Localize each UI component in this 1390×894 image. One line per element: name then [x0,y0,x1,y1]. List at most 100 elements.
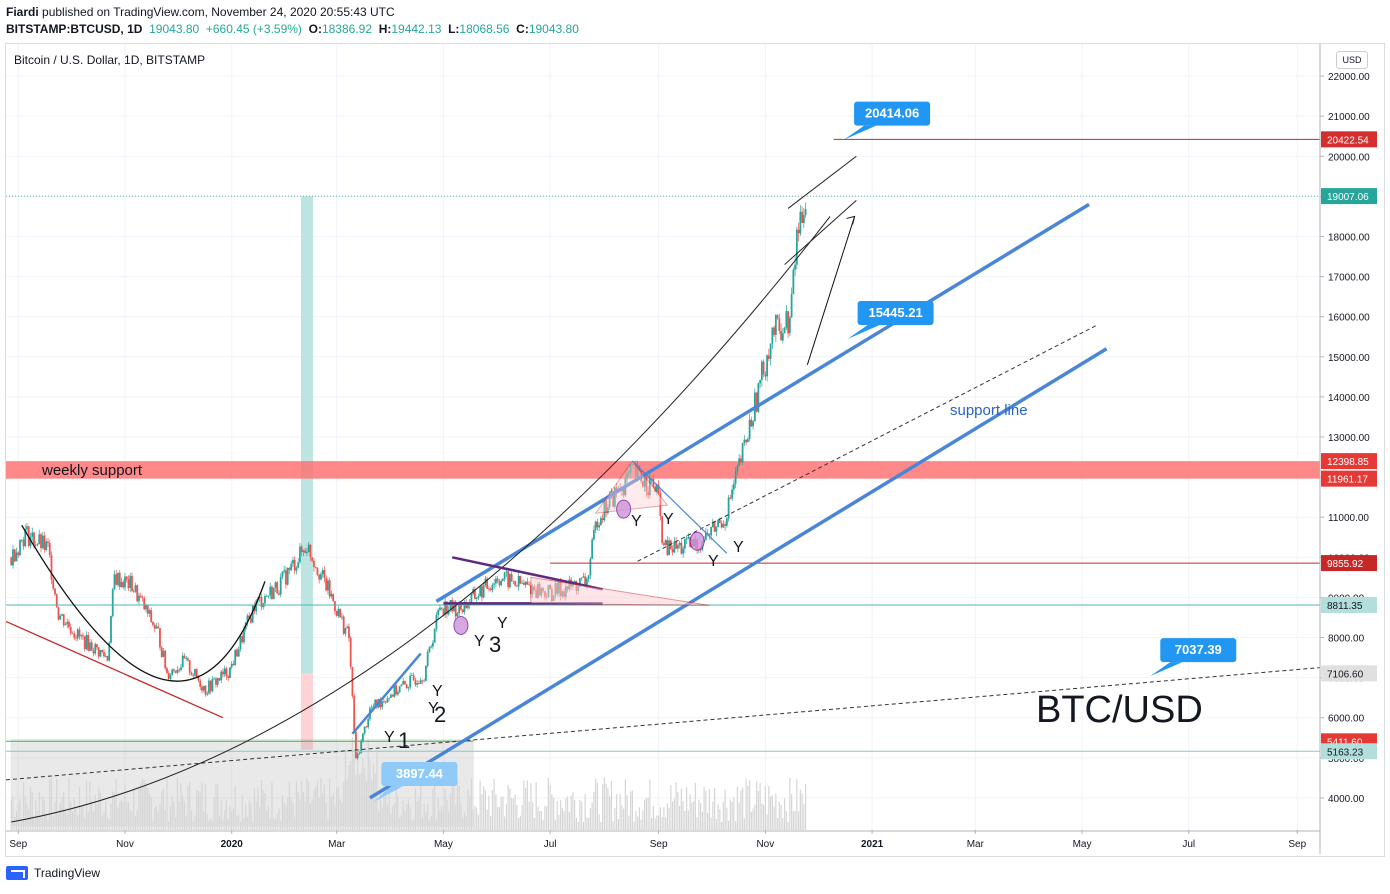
volume-bar [743,818,745,830]
candle-body [169,674,172,679]
candle-body [171,669,174,675]
candle-body [288,567,291,571]
volume-bar [670,785,672,830]
wave-y-label: Y [428,700,439,717]
candle-body [75,637,77,639]
volume-bar [161,791,163,830]
symbol-label[interactable]: BITSTAMP:BTCUSD, 1D [6,22,143,36]
candle-body [103,651,105,657]
candle-body [68,621,70,628]
candle-body [594,521,597,530]
candle-body [12,549,14,566]
callout-label: 15445.21 [868,305,922,320]
volume-bar [740,790,742,830]
candle-body [762,361,765,375]
candle-body [106,656,109,661]
candle-body [113,574,116,590]
candle-body [370,707,373,709]
volume-bar [546,806,548,830]
low-value: 18068.56 [459,22,510,36]
volume-bar [115,779,117,830]
candle-body [34,544,37,546]
candle-body [481,586,483,598]
volume-bar [731,802,733,830]
volume-bar [61,797,63,830]
currency-button[interactable]: USD [1336,51,1368,69]
red-downtrend [6,620,224,719]
volume-bar [89,782,91,830]
candle-body [461,609,464,612]
candle-body [13,549,16,562]
volume-bar [420,781,422,830]
volume-bar [332,792,334,830]
author-name[interactable]: Fiardi [6,5,39,19]
volume-bar [483,786,485,830]
volume-bar [551,794,553,830]
volume-bar [266,809,268,830]
candle-body [488,588,490,590]
volume-bar [518,818,520,830]
candle-body [666,540,669,556]
volume-bar [416,801,418,830]
candle-body [372,706,375,708]
ohlc-bar: BITSTAMP:BTCUSD, 1D 19043.80 +660.45 (+3… [6,22,579,36]
candle-body [592,529,595,540]
footer-brand[interactable]: TradingView [34,866,101,880]
candle-body [292,559,294,564]
candle-body [136,585,139,602]
volume-bar [460,803,462,830]
time-tick-label: Jul [544,839,557,850]
volume-bar [591,802,593,830]
volume-bar [154,807,156,830]
volume-bar [752,808,754,830]
candle-body [412,675,415,681]
volume-bar [362,758,364,830]
tradingview-logo-icon[interactable] [6,866,28,880]
candle-body [204,685,207,695]
candle-body [215,678,217,685]
candle-body [222,671,224,675]
aug-triangle [594,460,669,514]
volume-bar [567,796,569,830]
candle-body [321,570,324,575]
candle-body [145,605,147,610]
publish-info: Fiardi published on TradingView.com, Nov… [6,5,395,19]
candle-body [671,549,674,553]
candle-body [85,634,88,650]
candle-body [451,600,454,612]
candle-body [295,567,298,571]
volume-bar [791,793,793,830]
volume-bar [707,812,709,830]
candle-body [678,542,681,546]
candle-body [339,608,342,618]
volume-bar [456,779,459,830]
volume-bar [141,778,144,830]
price-level-tag [1321,470,1377,487]
candle-body [493,583,496,585]
candle-body [314,567,317,568]
price-level-tag [1321,743,1377,760]
volume-bar [393,803,396,830]
volume-bar [586,817,588,830]
volume-bar [77,815,79,830]
candle-body [335,611,338,616]
candle-body [802,215,805,224]
time-tick-label: May [434,839,453,850]
volume-bar [197,790,200,830]
btcusd-big-label: BTC/USD [1036,689,1203,731]
volume-bar [239,821,242,830]
volume-bar [295,781,298,830]
volume-bar [540,811,542,830]
volume-bar [47,819,49,830]
candle-body [250,617,252,623]
volume-bar [82,806,84,830]
volume-bar [294,816,296,830]
volume-bar [56,778,58,830]
volume-bar [204,784,207,830]
candle-body [192,674,195,676]
volume-bar [782,817,784,830]
volume-bar [804,784,807,830]
volume-bar [638,807,640,830]
candle-body [101,649,104,652]
